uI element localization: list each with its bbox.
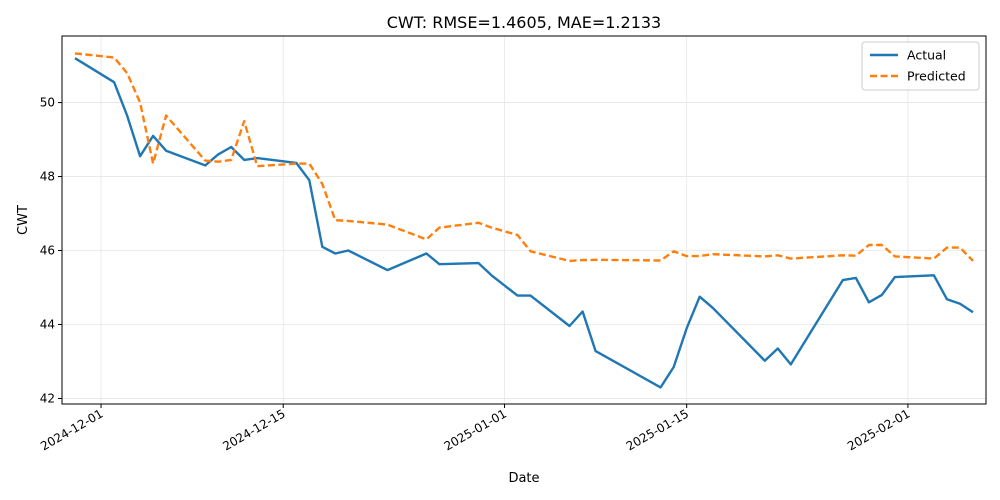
legend-predicted-label: Predicted xyxy=(907,69,966,84)
legend: Actual Predicted xyxy=(861,41,980,91)
y-tick-label: 44 xyxy=(40,317,55,331)
y-tick-label: 50 xyxy=(40,96,55,110)
y-tick-label: 42 xyxy=(40,391,55,405)
y-axis: 42 44 46 48 50 xyxy=(40,96,62,405)
plot-frame xyxy=(61,35,987,405)
chart-title: CWT: RMSE=1.4605, MAE=1.2133 xyxy=(387,13,661,32)
y-tick-label: 46 xyxy=(40,244,55,258)
series-actual-line xyxy=(74,57,974,389)
series-predicted-line xyxy=(74,52,974,263)
x-axis-label: Date xyxy=(508,471,539,486)
y-axis-label: CWT xyxy=(16,205,31,235)
series-layer xyxy=(74,52,974,389)
legend-actual-label: Actual xyxy=(907,48,946,63)
y-tick-label: 48 xyxy=(40,170,55,184)
grid xyxy=(62,36,986,404)
